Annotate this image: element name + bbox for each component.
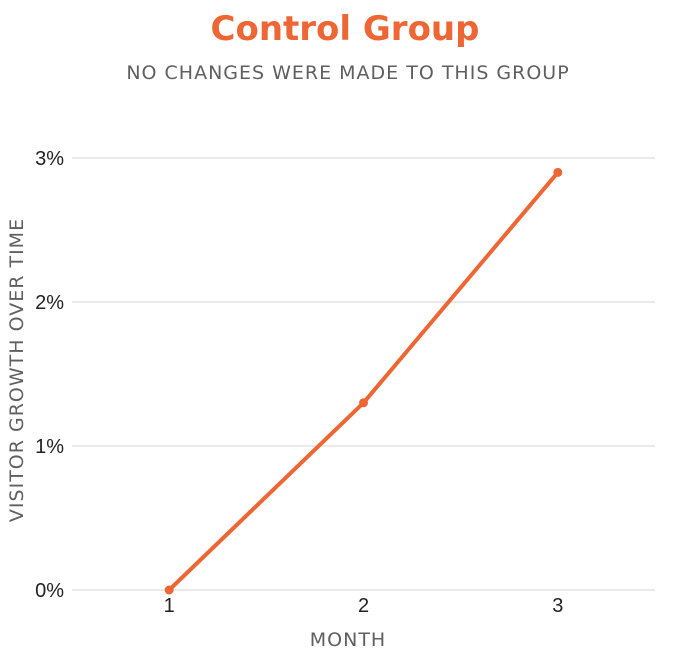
y-axis-ticks: 0% 1% 2% 3% [35, 148, 64, 602]
x-axis-ticks: 1 2 3 [164, 595, 564, 617]
data-point [359, 398, 368, 408]
data-point [164, 585, 174, 595]
x-tick-label: 1 [164, 595, 175, 617]
series-line [167, 170, 560, 592]
grid-lines [72, 157, 655, 591]
y-tick-label: 1% [35, 436, 64, 458]
y-tick-label: 2% [35, 292, 64, 314]
x-axis-title: MONTH [310, 629, 386, 651]
x-tick-label: 3 [552, 595, 563, 617]
chart-subtitle: NO CHANGES WERE MADE TO THIS GROUP [126, 62, 569, 84]
chart-title: Control Group [211, 9, 480, 49]
data-point [553, 167, 563, 177]
series-layer [164, 167, 563, 595]
y-tick-label: 3% [35, 148, 64, 170]
x-tick-label: 2 [358, 595, 369, 617]
y-tick-label: 0% [35, 580, 64, 602]
y-axis-title: VISITOR GROWTH OVER TIME [6, 218, 28, 522]
